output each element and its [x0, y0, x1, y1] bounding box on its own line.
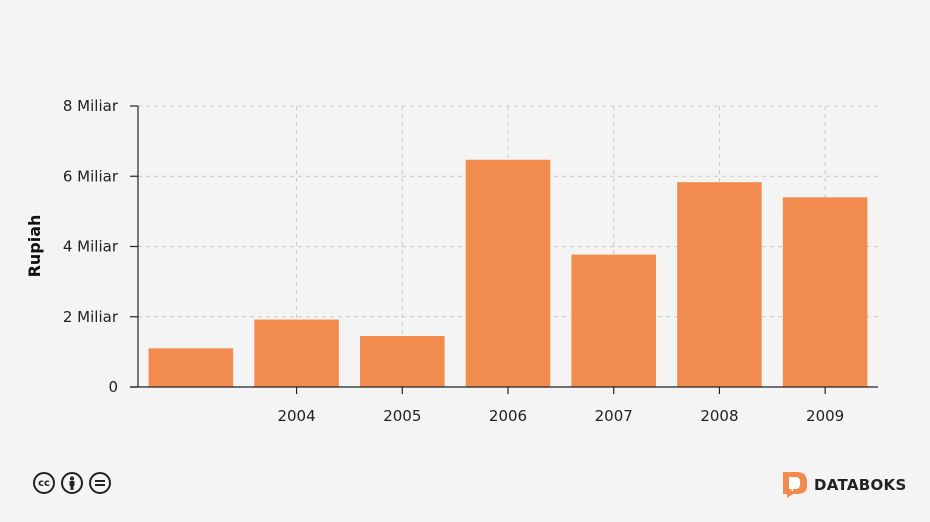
y-tick-label-0: 0 — [108, 378, 118, 396]
bars — [148, 159, 868, 387]
y-axis-label: Rupiah — [25, 215, 44, 278]
x-tick-label-3: 2006 — [489, 407, 527, 425]
x-tick-label-2: 2005 — [383, 407, 421, 425]
brand-name: DATABOKS — [814, 476, 907, 494]
y-tick-label-2: 4 Miliar — [63, 238, 119, 256]
bar-4 — [571, 254, 656, 387]
bar-1 — [254, 319, 339, 387]
bar-6 — [782, 197, 868, 387]
y-tick-label-3: 6 Miliar — [63, 167, 119, 185]
y-tick-label-1: 2 Miliar — [63, 308, 119, 326]
bar-5 — [677, 182, 762, 387]
x-tick-label-4: 2007 — [595, 407, 633, 425]
x-tick-label-6: 2009 — [806, 407, 844, 425]
bar-3 — [465, 159, 551, 387]
x-tick-label-5: 2008 — [700, 407, 738, 425]
y-tick-labels: 0 2 Miliar 4 Miliar 6 Miliar 8 Miliar — [63, 97, 119, 396]
by-icon — [61, 472, 83, 494]
bar-2 — [360, 336, 445, 387]
x-tick-label-1: 2004 — [277, 407, 315, 425]
databoks-logo: DATABOKS — [783, 472, 907, 498]
license-badges: cc — [33, 472, 111, 494]
x-tick-labels: 2004 2005 2006 2007 2008 2009 — [277, 407, 844, 425]
axes — [130, 105, 878, 394]
y-tick-label-4: 8 Miliar — [63, 97, 119, 115]
nd-icon — [89, 472, 111, 494]
databoks-logo-icon — [783, 472, 807, 498]
bar-0 — [148, 348, 234, 387]
cc-icon: cc — [33, 472, 55, 494]
